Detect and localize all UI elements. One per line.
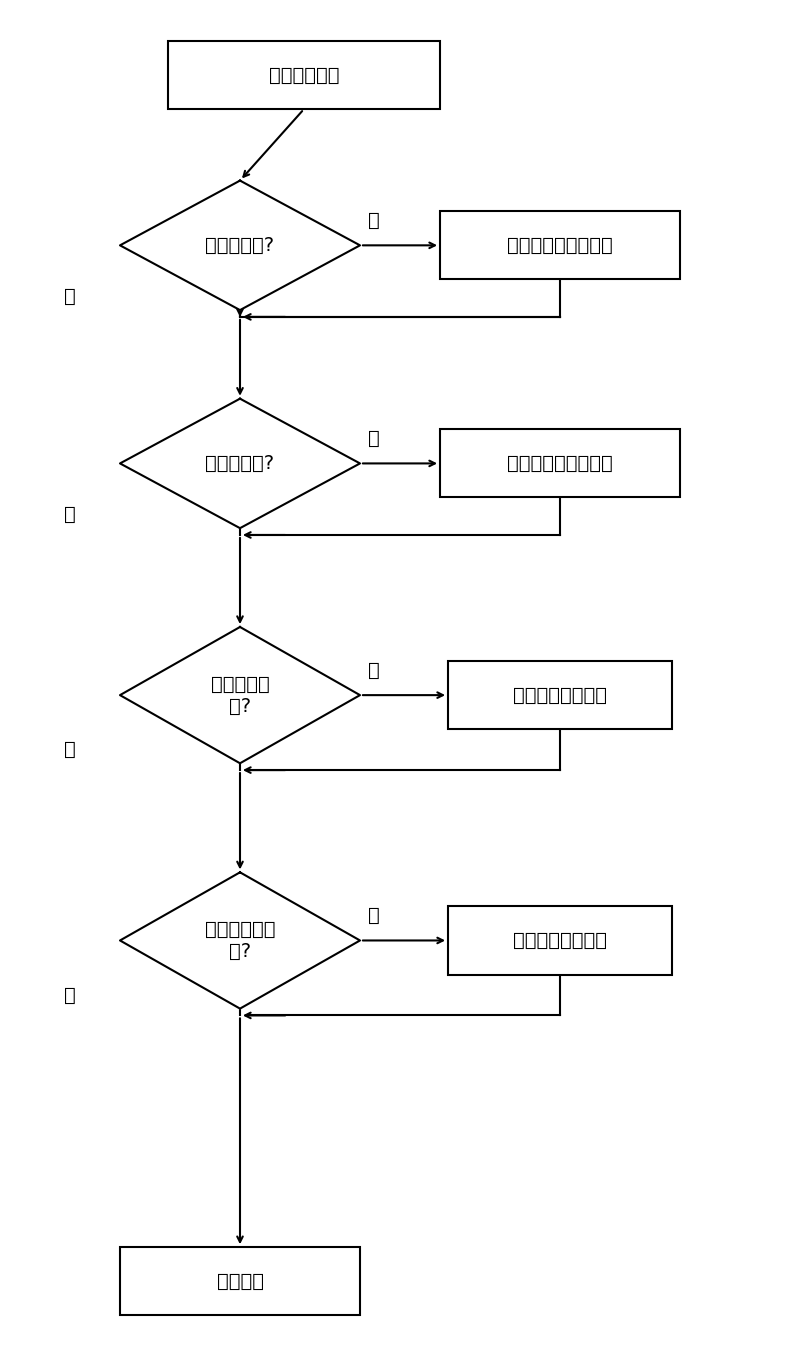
Text: 中断返回: 中断返回 <box>217 1272 263 1291</box>
FancyBboxPatch shape <box>440 429 680 497</box>
Polygon shape <box>120 627 360 763</box>
FancyBboxPatch shape <box>448 906 672 975</box>
Text: 接收数据空
否?: 接收数据空 否? <box>210 675 270 716</box>
FancyBboxPatch shape <box>448 661 672 729</box>
FancyBboxPatch shape <box>120 1247 360 1315</box>
Text: 否: 否 <box>64 288 76 305</box>
Text: 是: 是 <box>368 429 380 448</box>
Text: 数据进入接收缓冲区: 数据进入接收缓冲区 <box>507 236 613 255</box>
Polygon shape <box>120 181 360 309</box>
Polygon shape <box>120 398 360 527</box>
Text: 接收中断否?: 接收中断否? <box>206 236 274 255</box>
Polygon shape <box>120 872 360 1009</box>
Text: 否: 否 <box>64 740 76 759</box>
Text: 发送数据空否
否?: 发送数据空否 否? <box>205 920 275 961</box>
Text: 否: 否 <box>64 506 76 523</box>
Text: 清除发送中断标志: 清除发送中断标志 <box>513 931 607 950</box>
Text: 发送中断否?: 发送中断否? <box>206 454 274 473</box>
FancyBboxPatch shape <box>440 211 680 279</box>
Text: 串行中断入口: 串行中断入口 <box>269 65 339 85</box>
Text: 是: 是 <box>368 661 380 680</box>
Text: 清除接收中断标志: 清除接收中断标志 <box>513 686 607 705</box>
Text: 是: 是 <box>368 211 380 230</box>
Text: 否: 否 <box>64 985 76 1005</box>
Text: 是: 是 <box>368 906 380 925</box>
FancyBboxPatch shape <box>168 41 440 109</box>
Text: 输出发送缓冲区数据: 输出发送缓冲区数据 <box>507 454 613 473</box>
